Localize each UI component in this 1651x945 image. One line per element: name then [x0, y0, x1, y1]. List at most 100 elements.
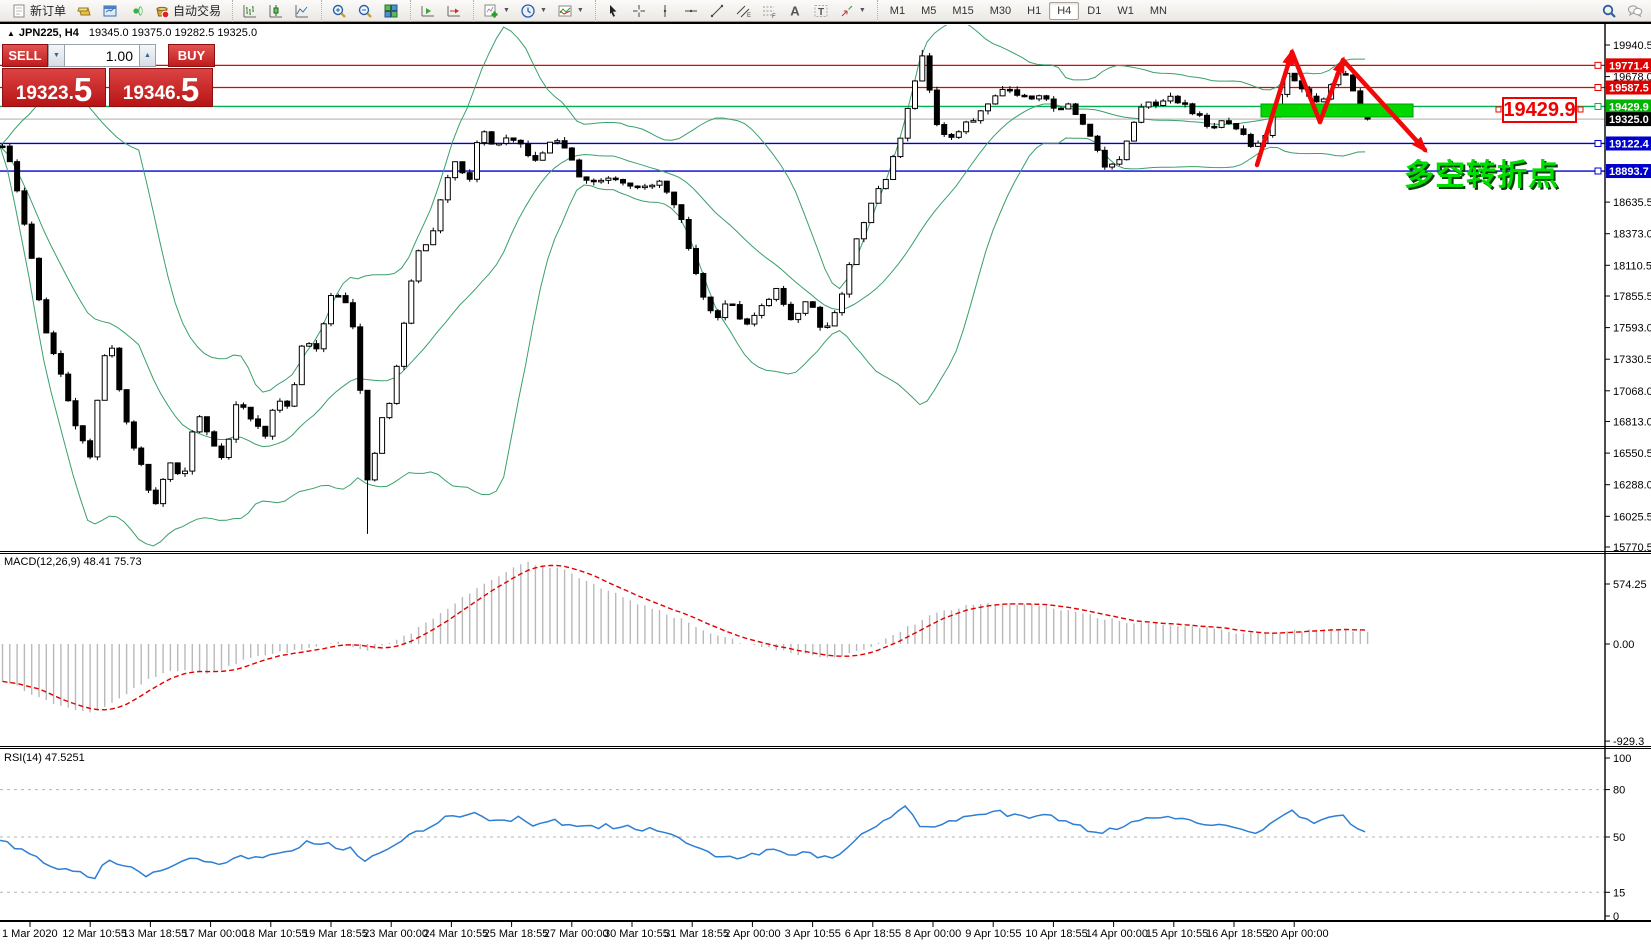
- svg-text:15: 15: [1613, 887, 1625, 899]
- sell-price-display[interactable]: 19323. 5: [2, 68, 106, 107]
- arrows-button[interactable]: ▼: [834, 1, 871, 21]
- price-level-box[interactable]: 19429.9: [1502, 97, 1577, 123]
- toolbar-group-new: ▼ ▼ ▼: [473, 0, 593, 22]
- bar-chart-button[interactable]: [237, 1, 263, 21]
- fibonacci-button[interactable]: F: [756, 1, 782, 21]
- sell-price-main: 19323.: [15, 83, 74, 104]
- price-chart-canvas[interactable]: 19940.519678.018635.518373.018110.517855…: [0, 24, 1651, 945]
- toolbar-group-objects: E F A T ▼: [594, 0, 875, 22]
- line-chart-icon: [294, 3, 310, 19]
- sell-price-big-digit: 5: [73, 71, 93, 108]
- tf-button-w1[interactable]: W1: [1117, 4, 1134, 17]
- sell-button[interactable]: SELL: [2, 44, 48, 67]
- svg-text:3 Apr 10:55: 3 Apr 10:55: [785, 928, 841, 940]
- zoom-in-button[interactable]: [326, 1, 352, 21]
- svg-text:T: T: [818, 7, 824, 18]
- tf-button-m30[interactable]: M30: [989, 4, 1012, 17]
- svg-text:18893.7: 18893.7: [1609, 166, 1649, 178]
- svg-text:574.25: 574.25: [1613, 579, 1647, 591]
- svg-text:17593.0: 17593.0: [1613, 323, 1651, 335]
- new-chart-button[interactable]: ▼: [478, 1, 515, 21]
- indicators-button[interactable]: ▼: [552, 1, 589, 21]
- svg-text:9 Apr 10:55: 9 Apr 10:55: [965, 928, 1021, 940]
- zoom-out-button[interactable]: [352, 1, 378, 21]
- svg-text:19 Mar 18:55: 19 Mar 18:55: [303, 928, 368, 940]
- svg-text:23 Mar 00:00: 23 Mar 00:00: [363, 928, 428, 940]
- window-expand-icon[interactable]: ▲: [7, 29, 15, 38]
- cursor-icon: [605, 3, 621, 19]
- svg-text:24 Mar 10:55: 24 Mar 10:55: [423, 928, 488, 940]
- volume-increase-button[interactable]: ▲: [139, 44, 156, 67]
- tf-button-mn[interactable]: MN: [1149, 4, 1167, 17]
- buy-price-main: 19346.: [122, 83, 181, 104]
- indicators-icon: [557, 3, 573, 19]
- zoom-in-icon: [331, 3, 347, 19]
- rsi-panel: [0, 789, 1605, 893]
- new-order-icon: [11, 3, 27, 19]
- svg-text:14 Apr 00:00: 14 Apr 00:00: [1086, 928, 1148, 940]
- horizontal-line-button[interactable]: [678, 1, 704, 21]
- toolbar-right: [1601, 3, 1651, 19]
- macd-signal-line: [2, 564, 1368, 711]
- turning-point-annotation[interactable]: 多空转折点: [1404, 159, 1559, 192]
- svg-text:12 Mar 10:55: 12 Mar 10:55: [62, 928, 127, 940]
- autotrading-button[interactable]: 自动交易: [149, 1, 226, 21]
- text-label-button[interactable]: T: [808, 1, 834, 21]
- chart-shift-icon: [446, 3, 462, 19]
- chart-shift-button[interactable]: [441, 1, 467, 21]
- svg-text:25 Mar 18:55: 25 Mar 18:55: [484, 928, 549, 940]
- autotrading-label: 自动交易: [173, 4, 222, 18]
- signals-button[interactable]: [123, 1, 149, 21]
- svg-text:2 Apr 00:00: 2 Apr 00:00: [724, 928, 780, 940]
- svg-text:16813.0: 16813.0: [1613, 417, 1651, 429]
- profiles-button[interactable]: [71, 1, 97, 21]
- signal-icon: [128, 3, 144, 19]
- trendline-button[interactable]: [704, 1, 730, 21]
- market-watch-button[interactable]: [97, 1, 123, 21]
- crosshair-button[interactable]: [626, 1, 652, 21]
- tf-button-h4[interactable]: H4: [1049, 1, 1080, 20]
- trendline-icon: [709, 3, 725, 19]
- svg-text:15 Apr 10:55: 15 Apr 10:55: [1146, 928, 1208, 940]
- line-chart-button[interactable]: [289, 1, 315, 21]
- chat-icon[interactable]: [1627, 3, 1643, 19]
- buy-price-big-digit: 5: [180, 71, 200, 108]
- svg-text:19587.5: 19587.5: [1609, 82, 1649, 94]
- tf-button-d1[interactable]: D1: [1087, 4, 1102, 17]
- macd-label: MACD(12,26,9) 48.41 75.73: [4, 556, 142, 568]
- svg-text:31 Mar 18:55: 31 Mar 18:55: [664, 928, 729, 940]
- volume-decrease-button[interactable]: ▼: [48, 44, 65, 67]
- svg-text:19940.5: 19940.5: [1613, 40, 1651, 52]
- new-order-button[interactable]: 新订单: [6, 1, 71, 21]
- search-icon[interactable]: [1601, 3, 1617, 19]
- clock-icon: [520, 3, 536, 19]
- tile-windows-button[interactable]: [378, 1, 404, 21]
- svg-text:8 Apr 00:00: 8 Apr 00:00: [905, 928, 961, 940]
- volume-input[interactable]: 1.00: [65, 44, 139, 67]
- svg-text:6 Apr 18:55: 6 Apr 18:55: [845, 928, 901, 940]
- periods-button[interactable]: ▼: [515, 1, 552, 21]
- text-button[interactable]: A: [782, 1, 808, 21]
- chart-ohlc-values: 19345.0 19375.0 19282.5 19325.0: [88, 27, 258, 39]
- tf-button-m15[interactable]: M15: [952, 4, 974, 17]
- svg-text:80: 80: [1613, 785, 1625, 797]
- svg-text:16550.5: 16550.5: [1613, 448, 1651, 460]
- tf-button-m1[interactable]: M1: [889, 4, 906, 17]
- channel-button[interactable]: E: [730, 1, 756, 21]
- cursor-button[interactable]: [600, 1, 626, 21]
- tf-button-m5[interactable]: M5: [921, 4, 937, 17]
- auto-scroll-button[interactable]: [415, 1, 441, 21]
- drawn-annotations: [1254, 48, 1584, 168]
- candlestick-button[interactable]: [263, 1, 289, 21]
- one-click-trading-panel: SELL ▼ 1.00 ▲ BUY 19323. 5 19346. 5: [2, 44, 215, 107]
- vertical-line-button[interactable]: [652, 1, 678, 21]
- svg-text:19429.9: 19429.9: [1609, 101, 1649, 113]
- zoom-out-icon: [357, 3, 373, 19]
- svg-text:30 Mar 10:55: 30 Mar 10:55: [604, 928, 669, 940]
- buy-button[interactable]: BUY: [168, 44, 215, 67]
- tf-button-h1[interactable]: H1: [1027, 4, 1042, 17]
- bottom-frame: [0, 920, 1651, 922]
- svg-text:0: 0: [1613, 911, 1619, 923]
- buy-price-display[interactable]: 19346. 5: [109, 68, 213, 107]
- tile-windows-icon: [383, 3, 399, 19]
